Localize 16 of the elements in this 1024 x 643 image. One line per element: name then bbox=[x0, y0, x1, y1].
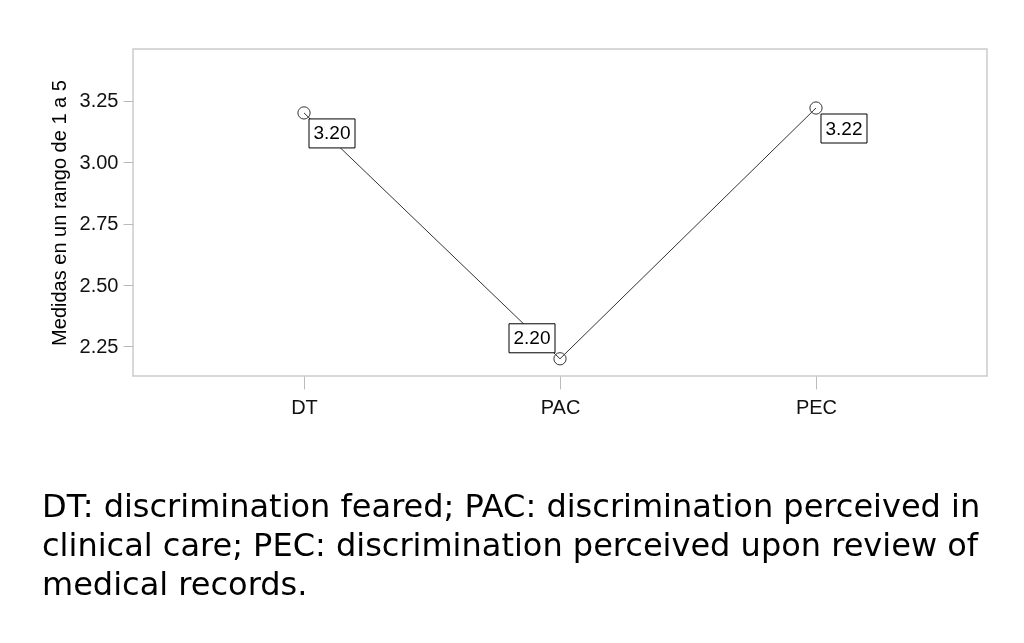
y-tick-label: 2.50 bbox=[79, 273, 119, 296]
data-label: 3.20 bbox=[313, 122, 351, 144]
data-label: 2.20 bbox=[513, 327, 551, 349]
point bbox=[553, 352, 567, 366]
x-tick-label: PEC bbox=[795, 395, 838, 418]
point bbox=[297, 106, 311, 120]
x-tick-label: PAC bbox=[540, 395, 581, 418]
y-tick-label: 3.25 bbox=[79, 89, 119, 112]
text: DT: discrimination feared; PAC: discrimination perceived in clinical care; PEC: discrimination perceived upon review of medical records. bbox=[42, 487, 981, 603]
y-tick-label: 3.00 bbox=[79, 150, 119, 173]
data-label: 3.22 bbox=[825, 117, 863, 139]
x-tick-label: DT bbox=[291, 395, 318, 418]
y-tick-label: 2.75 bbox=[79, 212, 119, 235]
y-axis-title: Medidas en un rango de 1 a 5 bbox=[47, 80, 70, 346]
point bbox=[809, 101, 823, 115]
y-tick-label: 2.25 bbox=[79, 335, 119, 357]
